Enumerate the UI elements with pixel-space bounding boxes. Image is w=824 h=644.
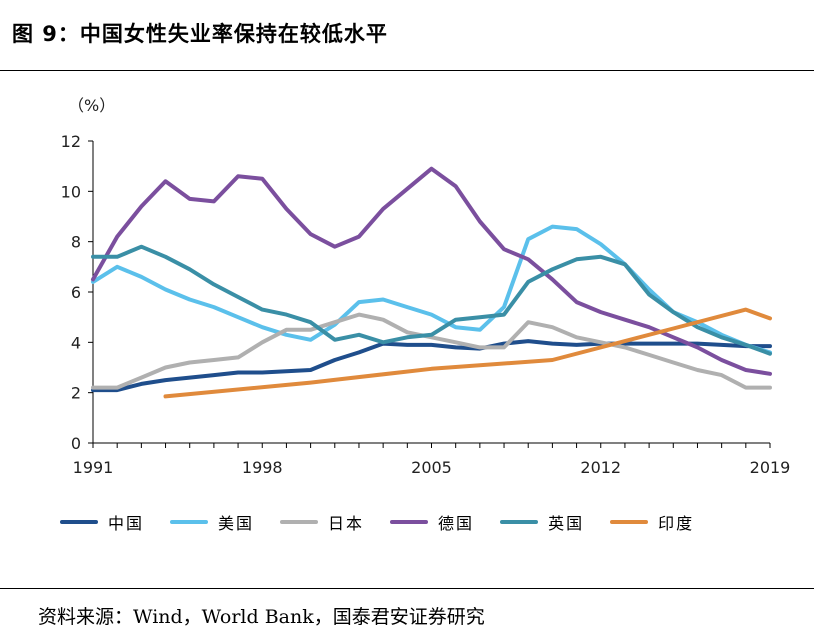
legend-label: 德国 (438, 514, 475, 533)
series-line-2 (91, 224, 772, 355)
bottom-rule (0, 588, 814, 589)
series-line-1 (91, 339, 772, 393)
series-line-4 (91, 166, 772, 376)
legend-swatch (60, 520, 98, 524)
legend-label: 印度 (658, 514, 695, 533)
legend-swatch (170, 520, 209, 524)
figure-title: 图 9：中国女性失业率保持在较低水平 (12, 22, 388, 46)
y-tick-label: 12 (61, 132, 81, 151)
series-line-3 (91, 312, 772, 390)
line-chart: （%） 0 2 4 6 8 10 12 1991 1998 2005 2012 2019 (61, 96, 791, 477)
chart-axes (88, 140, 771, 448)
legend-item: 日本 (280, 510, 364, 534)
x-tick-label: 2005 (411, 458, 452, 477)
legend-label: 日本 (328, 514, 365, 533)
chart-legend: 中国 美国 日本 德国 英国 印度 (60, 510, 720, 534)
legend-item: 美国 (170, 510, 254, 534)
legend-swatch (390, 520, 429, 524)
y-tick-label: 8 (71, 233, 81, 252)
x-tick-label: 1991 (73, 458, 114, 477)
source-note: 资料来源：Wind，World Bank，国泰君安证券研究 (38, 606, 485, 628)
x-tick-label: 2012 (580, 458, 621, 477)
x-tick-label: 2019 (750, 458, 791, 477)
x-tick-label: 1998 (242, 458, 283, 477)
legend-label: 美国 (218, 514, 255, 533)
legend-item: 德国 (390, 510, 474, 534)
chart-series (91, 166, 772, 399)
y-tick-label: 2 (71, 384, 81, 403)
legend-item: 印度 (610, 510, 694, 534)
legend-swatch (610, 520, 649, 524)
y-unit-label: （%） (68, 96, 115, 115)
top-rule (0, 70, 814, 71)
series-line-5 (91, 244, 772, 356)
y-tick-label: 6 (71, 283, 81, 302)
legend-item: 英国 (500, 510, 584, 534)
y-tick-label: 10 (61, 182, 81, 201)
legend-label: 英国 (548, 514, 585, 533)
y-tick-label: 0 (71, 434, 81, 453)
y-tick-label: 4 (71, 333, 81, 352)
legend-label: 中国 (108, 514, 145, 533)
series-line-6 (163, 307, 772, 399)
legend-item: 中国 (60, 510, 144, 534)
chart-tick-labels: 0 2 4 6 8 10 12 1991 1998 2005 2012 2019 (61, 132, 791, 477)
legend-swatch (280, 520, 319, 524)
legend-swatch (500, 520, 539, 524)
